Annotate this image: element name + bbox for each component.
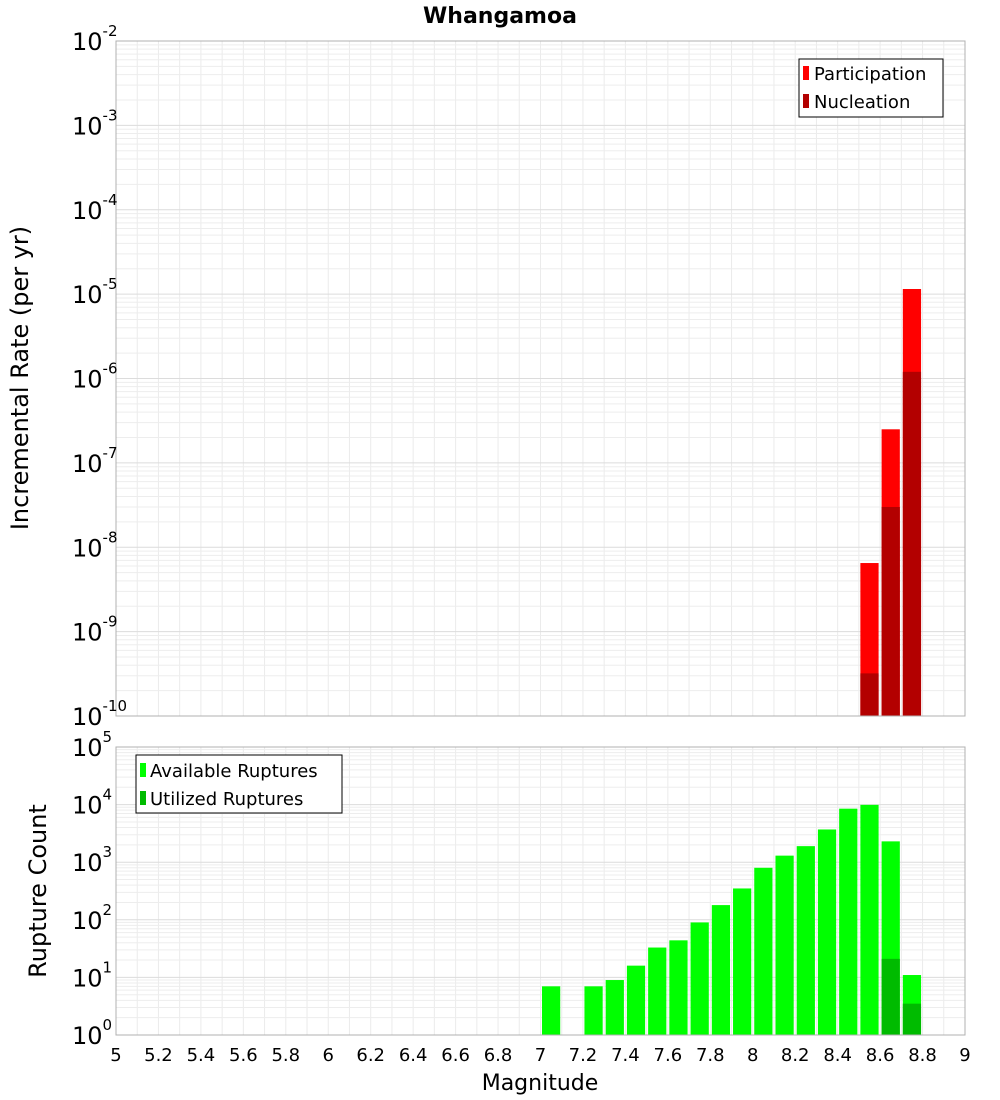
bar-available-ruptures bbox=[796, 846, 815, 1035]
x-tick-label: 8 bbox=[747, 1045, 758, 1066]
x-tick-label: 8.6 bbox=[866, 1045, 895, 1066]
y-tick-label: 10-8 bbox=[72, 528, 118, 562]
rate-legend-box bbox=[798, 58, 944, 118]
x-tick-label: 8.8 bbox=[908, 1045, 937, 1066]
y-tick-label: 10-4 bbox=[72, 191, 118, 225]
y-tick-label: 101 bbox=[72, 958, 112, 992]
count-legend: Available Ruptures Utilized Ruptures bbox=[135, 754, 343, 814]
rate-bars bbox=[860, 289, 922, 716]
bar-available-ruptures bbox=[584, 986, 603, 1035]
count-y-ticks: 100 101 102 103 104 105 bbox=[72, 728, 112, 1050]
rate-legend: Participation Nucleation bbox=[798, 58, 944, 118]
bar-available-ruptures bbox=[648, 947, 667, 1035]
y-tick-label: 105 bbox=[72, 728, 112, 762]
legend-swatch-utilized bbox=[140, 791, 146, 805]
count-legend-box bbox=[135, 754, 343, 814]
rate-y-ticks: 10-10 10-9 10-8 10-7 10-6 10-5 10-4 10-3 10-2 bbox=[72, 22, 127, 731]
count-bars bbox=[542, 804, 922, 1035]
y-tick-label: 102 bbox=[72, 901, 112, 935]
count-plot-border bbox=[115, 746, 966, 1036]
x-tick-label: 6.6 bbox=[441, 1045, 470, 1066]
y-tick-label: 10-2 bbox=[72, 22, 118, 56]
y-tick-label: 10-10 bbox=[72, 697, 127, 731]
x-tick-label: 5.2 bbox=[144, 1045, 173, 1066]
bar-available-ruptures bbox=[605, 980, 624, 1035]
bar-available-ruptures bbox=[817, 829, 837, 1035]
count-y-axis-label: Rupture Count bbox=[24, 804, 52, 978]
bar-available-ruptures bbox=[860, 804, 879, 1035]
x-tick-label: 6.2 bbox=[356, 1045, 385, 1066]
bar-nucleation bbox=[860, 673, 879, 716]
legend-label-participation: Participation bbox=[814, 64, 926, 85]
x-tick-label: 5.6 bbox=[229, 1045, 258, 1066]
rate-y-axis-label: Incremental Rate (per yr) bbox=[6, 226, 34, 530]
legend-label-utilized: Utilized Ruptures bbox=[150, 789, 303, 810]
y-tick-label: 103 bbox=[72, 843, 112, 877]
rate-panel: 10-10 10-9 10-8 10-7 10-6 10-5 10-4 10-3 10-2 In… bbox=[6, 22, 966, 731]
x-tick-label: 5 bbox=[110, 1045, 121, 1066]
x-axis-label: Magnitude bbox=[482, 1071, 599, 1096]
legend-swatch-available bbox=[140, 763, 146, 777]
y-tick-label: 10-3 bbox=[72, 106, 118, 140]
bar-nucleation bbox=[881, 506, 900, 716]
bar-available-ruptures bbox=[754, 867, 773, 1035]
x-tick-label: 7.6 bbox=[654, 1045, 683, 1066]
bar-available-ruptures bbox=[775, 855, 794, 1035]
x-tick-label: 9 bbox=[959, 1045, 970, 1066]
bar-available-ruptures bbox=[690, 922, 709, 1035]
count-panel: 100 101 102 103 104 105 5 5.2 5.4 5.6 5.8 6 6.2 6.4 6… bbox=[24, 728, 971, 1096]
x-tick-label: 7.8 bbox=[696, 1045, 725, 1066]
x-ticks: 5 5.2 5.4 5.6 5.8 6 6.2 6.4 6.6 6.8 7 7.2 7.4 7.6 7.8 8… bbox=[110, 1045, 970, 1066]
x-tick-label: 6.8 bbox=[484, 1045, 513, 1066]
x-tick-label: 6 bbox=[323, 1045, 334, 1066]
x-tick-label: 7 bbox=[535, 1045, 546, 1066]
y-tick-label: 10-6 bbox=[72, 360, 118, 394]
bar-available-ruptures bbox=[626, 965, 646, 1035]
y-tick-label: 104 bbox=[72, 786, 112, 820]
x-tick-label: 8.4 bbox=[823, 1045, 852, 1066]
x-tick-label: 7.2 bbox=[569, 1045, 598, 1066]
chart-title: Whangamoa bbox=[423, 4, 577, 29]
x-tick-label: 6.4 bbox=[399, 1045, 428, 1066]
bar-nucleation bbox=[902, 371, 922, 716]
bar-available-ruptures bbox=[542, 986, 561, 1035]
bar-available-ruptures bbox=[839, 808, 858, 1035]
rate-grid bbox=[116, 41, 965, 716]
y-tick-label: 10-7 bbox=[72, 444, 118, 478]
x-tick-label: 8.2 bbox=[781, 1045, 810, 1066]
legend-label-available: Available Ruptures bbox=[150, 761, 318, 782]
legend-label-nucleation: Nucleation bbox=[814, 92, 910, 113]
bar-available-ruptures bbox=[711, 905, 731, 1035]
y-tick-label: 100 bbox=[72, 1016, 112, 1050]
bar-available-ruptures bbox=[733, 888, 752, 1035]
legend-swatch-nucleation bbox=[803, 94, 809, 108]
x-tick-label: 5.4 bbox=[187, 1045, 216, 1066]
legend-swatch-participation bbox=[803, 66, 809, 80]
y-tick-label: 10-9 bbox=[72, 613, 118, 647]
bar-available-ruptures bbox=[669, 940, 688, 1035]
bar-utilized-ruptures bbox=[881, 958, 900, 1035]
x-tick-label: 5.8 bbox=[271, 1045, 300, 1066]
bar-utilized-ruptures bbox=[902, 1003, 922, 1035]
y-tick-label: 10-5 bbox=[72, 275, 118, 309]
x-tick-label: 7.4 bbox=[611, 1045, 640, 1066]
rate-plot-border bbox=[115, 40, 966, 717]
